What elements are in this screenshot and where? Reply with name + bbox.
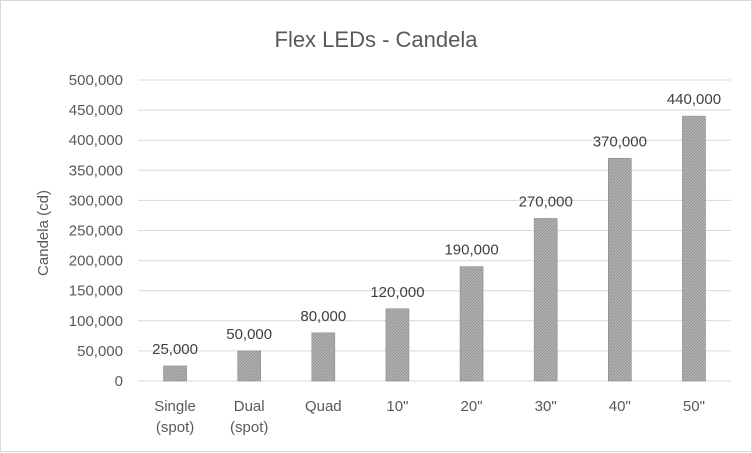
bar <box>311 332 336 382</box>
data-label: 440,000 <box>667 91 721 108</box>
x-tick-label: 40" <box>609 398 631 415</box>
y-tick-label: 450,000 <box>69 102 123 119</box>
data-label: 270,000 <box>519 193 573 210</box>
y-tick-label: 150,000 <box>69 283 123 300</box>
y-tick-label: 0 <box>115 373 123 390</box>
bar <box>682 115 706 382</box>
data-label: 50,000 <box>226 326 272 343</box>
x-tick-label: 30" <box>535 398 557 415</box>
x-tick-label: (spot) <box>156 419 194 436</box>
y-tick-label: 100,000 <box>69 313 123 330</box>
bar <box>163 365 187 382</box>
x-tick-label: 50" <box>683 398 705 415</box>
chart-title: Flex LEDs - Candela <box>275 27 479 52</box>
x-tick-label: 10" <box>386 398 408 415</box>
data-label: 370,000 <box>593 133 647 150</box>
data-label: 80,000 <box>300 308 346 325</box>
data-labels: 25,000 50,000 80,000 120,000 190,000 270,000 3… <box>152 91 721 358</box>
data-label: 190,000 <box>444 242 498 259</box>
x-tick-label: Single <box>154 398 196 415</box>
y-tick-label: 350,000 <box>69 162 123 179</box>
x-tick-label: 20" <box>461 398 483 415</box>
bar <box>459 266 484 382</box>
x-axis-ticks: Single (spot) Dual (spot) Quad 10" 20" 30" 40" 50… <box>154 398 705 436</box>
y-tick-label: 250,000 <box>69 223 123 240</box>
data-label: 25,000 <box>152 341 198 358</box>
gridlines <box>138 79 731 382</box>
y-axis-ticks: 0 50,000 100,000 150,000 200,000 250,000 300,0… <box>69 72 123 390</box>
bar <box>608 157 632 382</box>
data-label: 120,000 <box>370 284 424 301</box>
x-tick-label: Quad <box>305 398 342 415</box>
x-tick-label: (spot) <box>230 419 268 436</box>
y-tick-label: 300,000 <box>69 192 123 209</box>
y-axis-label: Candela (cd) <box>35 190 52 276</box>
y-tick-label: 200,000 <box>69 253 123 270</box>
y-tick-label: 500,000 <box>69 72 123 89</box>
bar <box>237 350 261 382</box>
bars <box>163 115 706 382</box>
bar <box>533 218 558 382</box>
y-tick-label: 50,000 <box>77 343 123 360</box>
bar <box>385 308 410 382</box>
y-tick-label: 400,000 <box>69 132 123 149</box>
x-tick-label: Dual <box>234 398 265 415</box>
